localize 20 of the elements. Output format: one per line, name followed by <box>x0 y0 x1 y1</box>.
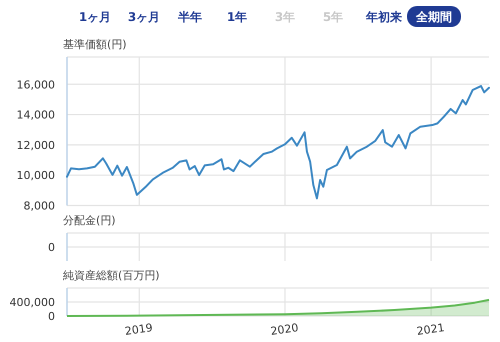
text: 1年 <box>226 10 248 24</box>
text: 3ヶ月 <box>128 10 160 24</box>
y-tick-label: 0 <box>48 310 55 323</box>
y-tick-label: 10,000 <box>16 169 55 182</box>
x-tick-label: 2020 <box>270 321 300 338</box>
x-tick-label: 2019 <box>124 321 154 338</box>
y-tick-label: 14,000 <box>16 108 55 122</box>
chart-title: 純資産総額(百万円) <box>63 269 160 282</box>
y-tick-label: 400,000 <box>10 296 55 309</box>
text: 1ヶ月 <box>78 10 112 24</box>
y-tick-label: 8,000 <box>24 200 55 212</box>
chart-title: 基準価額(円) <box>63 38 127 51</box>
text: 全期間 <box>415 10 452 24</box>
line-series <box>66 85 490 200</box>
text: 分配金(円) <box>63 214 116 227</box>
y-tick-label: 16,000 <box>16 78 55 92</box>
x-tick-label: 2021 <box>416 321 446 338</box>
text: 半年 <box>177 10 202 24</box>
y-tick-label: 12,000 <box>16 138 55 152</box>
text: 年初来 <box>365 10 402 24</box>
